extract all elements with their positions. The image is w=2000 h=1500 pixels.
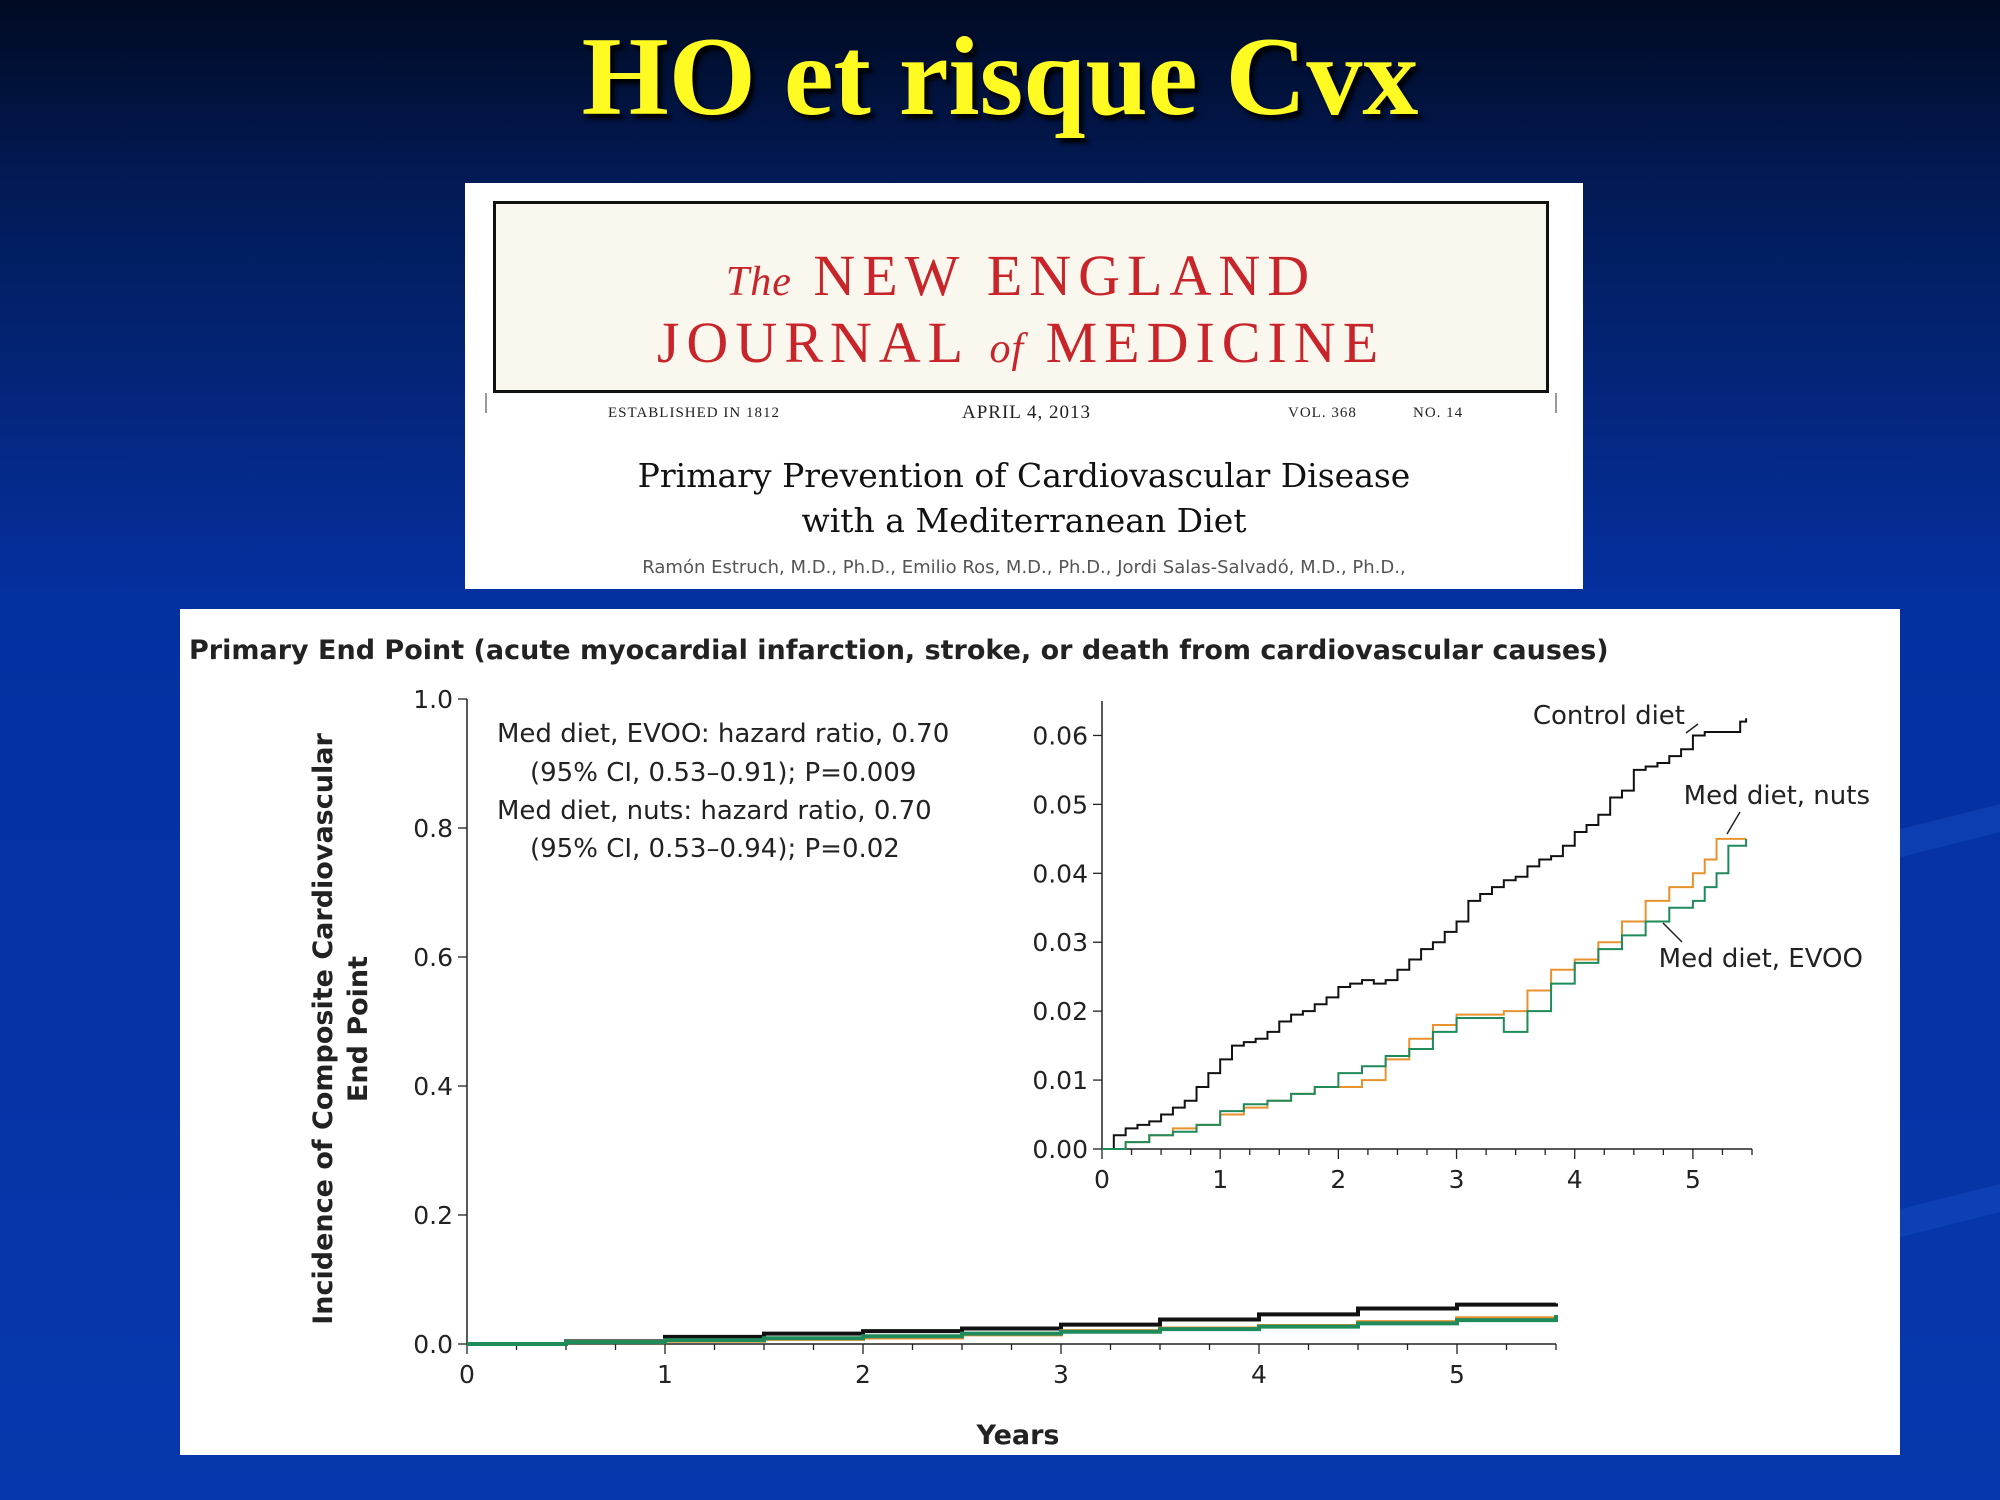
masthead-name-line1: NEW ENGLAND (813, 243, 1317, 308)
y-axis-label-line2: End Point (343, 956, 374, 1102)
inset-x-tick-label: 0 (1094, 1165, 1110, 1194)
volume-text: VOL. 368 (1288, 405, 1357, 421)
series-label-nuts: Med diet, nuts (1684, 781, 1870, 811)
chart-title: Primary End Point (acute myocardial infa… (189, 635, 1609, 666)
masthead-medicine: MEDICINE (1045, 310, 1386, 375)
main-x-tick-label: 3 (1053, 1360, 1069, 1389)
main-y-tick-label: 0.6 (413, 943, 453, 972)
main-series-line-2 (467, 1314, 1558, 1346)
x-axis-label: Years (976, 1420, 1060, 1451)
inset-series-line-1 (1102, 837, 1747, 1150)
main-x-tick-label: 2 (855, 1360, 871, 1389)
leader-control (1685, 723, 1699, 734)
chart-svg: Primary End Point (acute myocardial infa… (189, 635, 1870, 1451)
journal-masthead: The NEW ENGLAND JOURNAL of MEDICINE (493, 201, 1549, 393)
main-y-tick-label: 1.0 (413, 685, 453, 714)
masthead-rule (485, 393, 1557, 413)
main-y-tick-label: 0.4 (413, 1072, 453, 1101)
slide-title: HO et risque Cvx (581, 15, 1419, 139)
series-label-control: Control diet (1533, 701, 1685, 731)
background-swoosh (1890, 1184, 2000, 1240)
main-x-tick-label: 5 (1449, 1360, 1465, 1389)
inset-series-line-2 (1102, 838, 1748, 1150)
inset-y-tick-label: 0.02 (1032, 997, 1088, 1026)
inset-y-tick-label: 0.04 (1032, 859, 1088, 888)
main-x-tick-label: 1 (657, 1360, 673, 1389)
masthead-line-2: JOURNAL of MEDICINE (496, 309, 1546, 376)
masthead-the: The (725, 259, 792, 305)
inset-y-tick-label: 0.06 (1032, 721, 1088, 750)
hazard-annotation-3: Med diet, nuts: hazard ratio, 0.70 (497, 796, 932, 826)
inset-x-tick-label: 5 (1685, 1165, 1701, 1194)
leader-nuts (1726, 811, 1741, 835)
hazard-annotation-2: (95% CI, 0.53–0.91); P=0.009 (530, 758, 916, 788)
inset-x-tick-label: 2 (1330, 1165, 1346, 1194)
kaplan-meier-chart-panel: Primary End Point (acute myocardial infa… (180, 609, 1900, 1455)
main-x-tick-label: 4 (1251, 1360, 1267, 1389)
issue-number: NO. 14 (1413, 405, 1464, 421)
main-y-tick-label: 0.0 (413, 1330, 453, 1359)
issue-date: APRIL 4, 2013 (962, 402, 1091, 423)
inset-y-tick-label: 0.03 (1032, 928, 1088, 957)
inset-series-line-0 (1102, 718, 1748, 1150)
masthead-of: of (989, 326, 1025, 372)
established-text: ESTABLISHED IN 1812 (608, 405, 780, 421)
hazard-annotation-1: Med diet, EVOO: hazard ratio, 0.70 (497, 719, 949, 749)
hazard-annotation-4: (95% CI, 0.53–0.94); P=0.02 (530, 834, 900, 864)
article-title-line1: Primary Prevention of Cardiovascular Dis… (637, 456, 1411, 495)
article-authors: Ramón Estruch, M.D., Ph.D., Emilio Ros, … (642, 557, 1406, 578)
inset-y-tick-label: 0.05 (1032, 790, 1088, 819)
y-axis-label-line1: Incidence of Composite Cardiovascular (308, 733, 339, 1325)
masthead-line-1: The NEW ENGLAND (496, 242, 1546, 309)
journal-header-image: The NEW ENGLAND JOURNAL of MEDICINE ESTA… (465, 183, 1583, 589)
leader-evoo (1662, 922, 1683, 943)
inset-x-tick-label: 1 (1212, 1165, 1228, 1194)
main-y-tick-label: 0.2 (413, 1201, 453, 1230)
series-label-evoo: Med diet, EVOO (1659, 944, 1863, 974)
inset-y-tick-label: 0.01 (1032, 1066, 1088, 1095)
inset-y-tick-label: 0.00 (1032, 1135, 1088, 1164)
inset-x-tick-label: 3 (1449, 1165, 1465, 1194)
background-swoosh (1890, 804, 2000, 860)
main-y-tick-label: 0.8 (413, 814, 453, 843)
article-title-line2: with a Mediterranean Diet (801, 501, 1247, 540)
inset-x-tick-label: 4 (1567, 1165, 1583, 1194)
main-x-tick-label: 0 (459, 1360, 475, 1389)
masthead-journal: JOURNAL (656, 310, 968, 375)
